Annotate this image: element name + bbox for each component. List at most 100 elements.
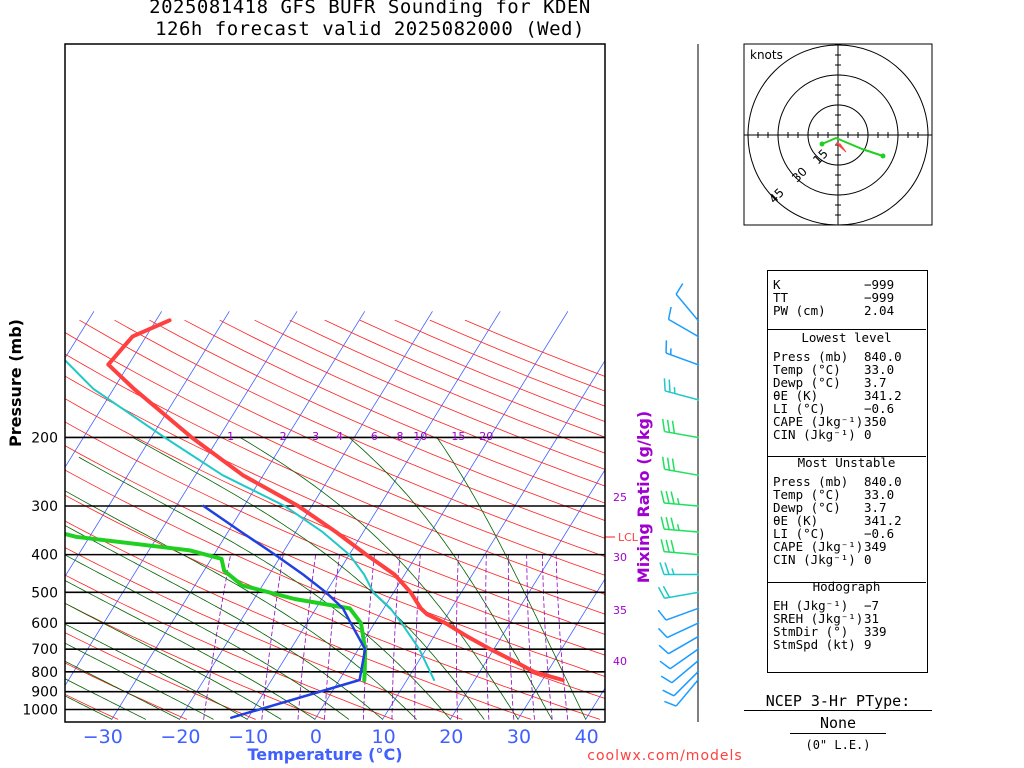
index-row: StmDir (°) 339 (773, 625, 920, 638)
wind-barb-staff (671, 660, 699, 684)
index-row: SREH (Jkg⁻¹) 31 (773, 612, 920, 625)
index-label: StmDir (°) (773, 624, 849, 639)
mixing-ratio-line (324, 554, 340, 720)
chart-subtitle: 126h forecast valid 2025082000 (Wed) (155, 18, 585, 40)
wind-barb-staff (664, 528, 699, 533)
wind-barb-flag (663, 378, 666, 391)
wind-barb-staff (664, 591, 699, 599)
plot-frame (64, 43, 606, 723)
wind-barb-staff (664, 430, 699, 439)
wind-barb (664, 678, 700, 707)
index-value: −0.6 (864, 526, 895, 541)
wind-barb-flag (675, 283, 684, 295)
index-label: Temp (°C) (773, 487, 841, 502)
wind-barb-staff (668, 318, 699, 338)
series-dewpoint-line (65, 531, 368, 682)
wind-barb-base (696, 670, 700, 673)
index-label: EH (Jkg⁻¹) (773, 598, 849, 613)
index-divider-2 (767, 456, 926, 457)
dry-adiabat-line (429, 319, 605, 392)
mixing-ratio-value-label: 4 (336, 430, 343, 443)
wind-barb-flag (657, 586, 666, 599)
index-row: CIN (Jkg⁻¹) 0 (773, 428, 920, 441)
index-value: 33.0 (864, 487, 895, 502)
index-row: StmSpd (kt) 9 (773, 638, 920, 651)
index-label: CAPE (Jkg⁻¹) (773, 539, 864, 554)
lowest-level-rows: Press (mb) 840.0 Temp (°C) 33.0 Dewp (°C) 3.7… (773, 350, 920, 441)
index-row: θE (K) 341.2 (773, 514, 920, 527)
temperature-tick-label: 0 (310, 726, 322, 748)
wind-barb-flag (671, 458, 676, 472)
wind-barb-flag (661, 418, 666, 432)
index-label: CAPE (Jkg⁻¹) (773, 414, 864, 429)
wind-barb-staff (675, 293, 699, 321)
wind-barb-half-flag (676, 498, 680, 505)
temperature-tick-label: 10 (371, 726, 395, 748)
ptype-note: (0" L.E.) (805, 738, 871, 752)
index-label: SREH (Jkg⁻¹) (773, 611, 864, 626)
pressure-tick-label: 500 (31, 585, 58, 601)
ptype-rule-1 (744, 710, 932, 711)
k-label: K (773, 277, 781, 292)
mixing-ratio-value-label: 3 (312, 430, 319, 443)
wind-barb-base (696, 573, 700, 576)
wind-barb (660, 490, 700, 508)
wind-barb-flag (659, 562, 665, 575)
ptype-rule-2 (790, 733, 886, 734)
wind-barb-staff (668, 636, 699, 655)
dry-adiabat-line (65, 632, 256, 720)
mixing-ratio-value-label: 15 (451, 430, 465, 443)
moist-adiabat-line (65, 623, 248, 720)
moist-adiabat-line (132, 437, 485, 720)
index-label: LI (°C) (773, 526, 826, 541)
temperature-tick-label: −10 (228, 726, 268, 748)
index-box (767, 270, 928, 673)
isotherm-line (179, 311, 433, 720)
dry-adiabat-line (65, 547, 463, 720)
wind-barb-staff (673, 671, 699, 697)
most-unstable-rows: Press (mb) 840.0 Temp (°C) 33.0 Dewp (°C) 3.7… (773, 475, 920, 566)
credit-label: coolwx.com/models (587, 748, 742, 764)
index-label: Dewp (°C) (773, 500, 841, 515)
wind-barb-base (696, 335, 700, 338)
dry-adiabat-line (65, 574, 394, 720)
index-value: 33.0 (864, 362, 895, 377)
index-label: Dewp (°C) (773, 375, 841, 390)
moist-adiabat-line (78, 456, 451, 720)
pressure-tick-label: 400 (31, 548, 58, 564)
index-row: Temp (°C) 33.0 (773, 488, 920, 501)
chart-title: 2025081418 GFS BUFR Sounding for KDEN (149, 0, 591, 18)
index-value: −0.6 (864, 401, 895, 416)
pressure-tick-label: 300 (31, 499, 58, 515)
most-unstable-title: Most Unstable (797, 455, 896, 470)
mixing-ratio-value-label: 6 (371, 430, 378, 443)
moist-adiabat-line (65, 678, 147, 720)
k-value: −999 (864, 277, 895, 292)
wind-barb-flag (667, 306, 672, 320)
lowest-level-title: Lowest level (801, 330, 892, 345)
isotherm-line (449, 469, 605, 720)
wind-barb-flag (665, 539, 670, 553)
wind-barb-base (696, 621, 700, 625)
index-label: Press (mb) (773, 474, 849, 489)
dry-adiabat-line (464, 319, 605, 377)
mixing-ratio-line (555, 554, 569, 720)
wind-barb-flag (662, 689, 675, 697)
index-value: 0 (864, 552, 872, 567)
moist-adiabat-line (65, 490, 417, 720)
wind-barb (657, 607, 700, 621)
dry-adiabat-line (394, 319, 605, 407)
mixing-ratio-line (485, 554, 490, 720)
wind-barb-staff (666, 622, 699, 639)
index-panel: K −999 TT −999 PW (cm) 2.04 Lowest level Pr… (767, 278, 926, 651)
isotherm-line (111, 311, 366, 720)
index-row: Dewp (°C) 3.7 (773, 501, 920, 514)
hodograph-units-label: knots (750, 48, 783, 62)
wind-barb-flag (665, 517, 670, 530)
dry-adiabat-line (219, 319, 605, 487)
index-label: Temp (°C) (773, 362, 841, 377)
wind-barb (658, 635, 700, 655)
dry-adiabat-line (65, 332, 605, 576)
tt-label: TT (773, 290, 789, 305)
index-row: Press (mb) 840.0 (773, 475, 920, 488)
